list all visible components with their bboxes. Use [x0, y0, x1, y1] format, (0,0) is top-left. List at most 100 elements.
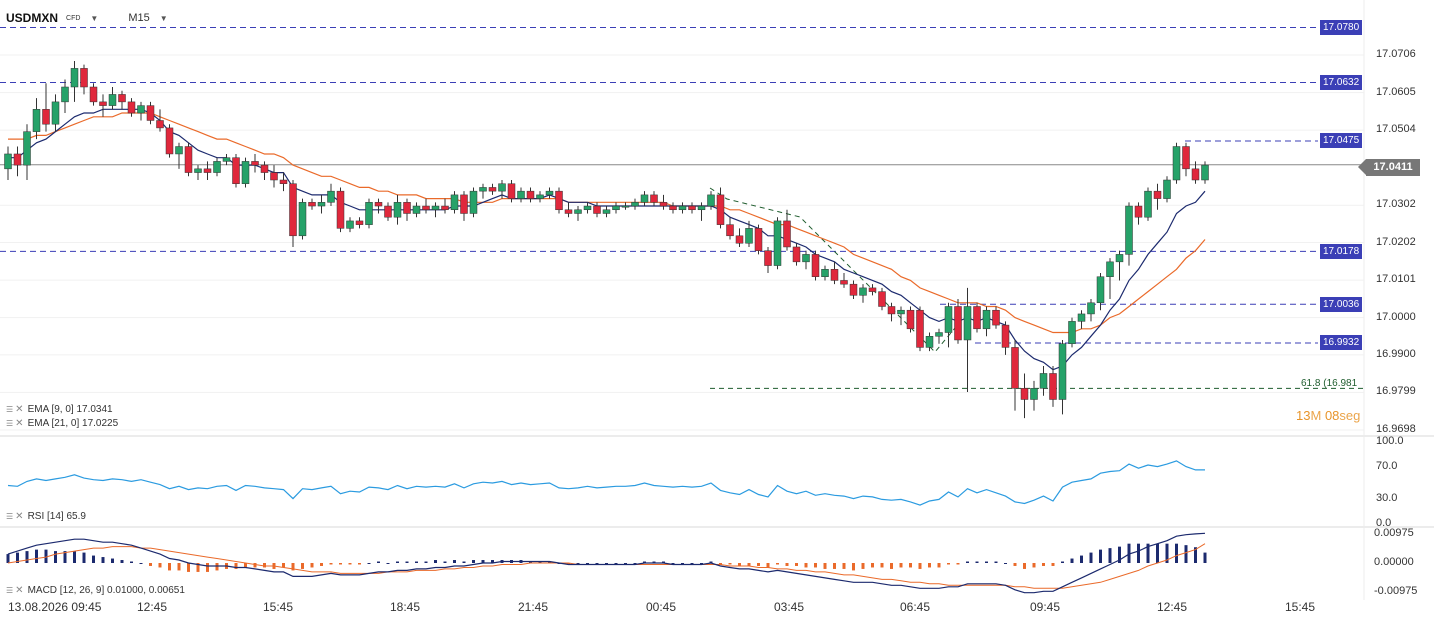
- price-tick-label: 17.0000: [1376, 310, 1416, 323]
- macd-histogram-bar: [310, 563, 314, 568]
- macd-histogram-bar: [1184, 545, 1188, 563]
- macd-histogram-bar: [358, 563, 361, 565]
- candle-body: [897, 309, 905, 315]
- macd-histogram-bar: [73, 551, 76, 563]
- countdown-seconds: 08: [1324, 408, 1340, 423]
- ema21-legend[interactable]: ☰ ✕ EMA [21, 0] 17.0225: [6, 418, 118, 429]
- candle-body: [251, 161, 259, 166]
- macd-histogram-bar: [1080, 555, 1083, 563]
- macd-histogram-bar: [6, 554, 10, 563]
- candle-body: [517, 190, 525, 199]
- candle-body: [887, 306, 896, 315]
- rsi-legend[interactable]: ☰ ✕ RSI [14] 65.9: [6, 511, 86, 522]
- macd-histogram-bar: [595, 563, 599, 564]
- macd-histogram-bar: [253, 563, 257, 568]
- candle-body: [13, 153, 22, 166]
- price-tick-label: 17.0605: [1376, 85, 1416, 98]
- time-tick-label: 00:45: [646, 600, 677, 614]
- candle-body: [640, 194, 649, 203]
- macd-histogram-bar: [538, 561, 542, 563]
- macd-histogram-bar: [804, 563, 808, 568]
- macd-histogram-bar: [1023, 563, 1026, 569]
- candle-body: [1115, 254, 1124, 263]
- candle-body: [773, 220, 782, 266]
- macd-histogram-bar: [985, 561, 988, 563]
- macd-histogram-bar: [1165, 543, 1169, 563]
- timeframe-dropdown-icon[interactable]: ▼: [159, 13, 168, 23]
- macd-histogram-bar: [624, 563, 627, 564]
- candle-body: [849, 283, 858, 296]
- indicator-remove-icon[interactable]: ✕: [15, 418, 24, 429]
- macd-histogram-bar: [738, 563, 741, 566]
- macd-legend[interactable]: ☰ ✕ MACD [12, 26, 9] 0.01000, 0.00651: [6, 585, 185, 596]
- candle-body: [1201, 164, 1209, 181]
- ema9-legend[interactable]: ☰ ✕ EMA [9, 0] 17.0341: [6, 404, 113, 415]
- macd-histogram-bar: [880, 563, 884, 568]
- macd-histogram-bar: [1127, 543, 1131, 563]
- macd-histogram-bar: [1032, 563, 1036, 568]
- price-tick-label: 17.0101: [1376, 273, 1416, 286]
- macd-histogram-bar: [120, 560, 124, 563]
- macd-histogram-bar: [1203, 552, 1207, 563]
- candle-body: [70, 68, 79, 88]
- symbol-name[interactable]: USDMXN: [6, 11, 59, 25]
- macd-histogram-bar: [614, 563, 618, 564]
- price-tick-label: 16.9900: [1376, 347, 1416, 360]
- price-tick-label: 16.9698: [1376, 423, 1416, 435]
- countdown-minutes-unit: M: [1310, 408, 1322, 423]
- candle-body: [593, 205, 601, 214]
- macd-histogram-bar: [367, 563, 371, 564]
- candle-body: [1096, 276, 1105, 304]
- candle-body: [1125, 205, 1133, 255]
- candle-body: [80, 68, 88, 88]
- macd-histogram-bar: [1099, 549, 1102, 563]
- price-tick-label: 17.0202: [1376, 235, 1416, 248]
- macd-histogram-bar: [434, 560, 437, 563]
- level-price-tag: 17.0178: [1320, 243, 1363, 259]
- macd-histogram-bar: [861, 563, 865, 569]
- macd-histogram-bar: [747, 563, 751, 566]
- indicator-remove-icon[interactable]: ✕: [15, 511, 24, 522]
- macd-histogram-bar: [785, 563, 789, 566]
- macd-histogram-bar: [472, 560, 475, 563]
- candle-body: [783, 220, 791, 248]
- level-price-tag: 16.9932: [1320, 335, 1363, 351]
- macd-histogram-bar: [814, 563, 817, 568]
- candle-body: [89, 86, 98, 103]
- macd-histogram-bar: [823, 563, 827, 569]
- candle-body: [51, 101, 60, 125]
- candle-body: [32, 109, 41, 132]
- macd-histogram-bar: [652, 561, 656, 563]
- price-tick-label: 17.0504: [1376, 123, 1416, 136]
- indicator-settings-icon[interactable]: ☰: [6, 586, 14, 595]
- candle-body: [289, 183, 297, 237]
- candle-body: [469, 190, 478, 214]
- candle-body: [944, 306, 953, 333]
- macd-histogram-bar: [149, 563, 152, 566]
- indicator-remove-icon[interactable]: ✕: [15, 404, 24, 415]
- macd-histogram-bar: [424, 561, 428, 563]
- macd-histogram-bar: [282, 563, 285, 568]
- macd-histogram-bar: [928, 563, 931, 568]
- indicator-settings-icon[interactable]: ☰: [6, 419, 14, 428]
- symbol-dropdown-icon[interactable]: ▼: [90, 13, 99, 23]
- timeframe-selector[interactable]: M15: [128, 12, 150, 24]
- indicator-settings-icon[interactable]: ☰: [6, 512, 14, 521]
- indicator-settings-icon[interactable]: ☰: [6, 405, 14, 414]
- macd-histogram-bar: [453, 560, 456, 563]
- macd-histogram-bar: [1089, 552, 1093, 563]
- ema9-label: EMA [9, 0] 17.0341: [27, 404, 113, 415]
- candle-body: [270, 172, 278, 181]
- macd-histogram-bar: [443, 561, 447, 563]
- candle-body: [165, 127, 174, 155]
- candle-body: [954, 306, 962, 341]
- indicator-remove-icon[interactable]: ✕: [15, 585, 24, 596]
- macd-histogram-bar: [196, 563, 200, 572]
- candle-body: [156, 120, 164, 129]
- candle-body: [982, 309, 991, 330]
- candle-body: [906, 309, 915, 330]
- candle-body: [450, 194, 459, 211]
- rsi-tick-label: 70.0: [1376, 459, 1398, 472]
- candle-body: [621, 205, 630, 208]
